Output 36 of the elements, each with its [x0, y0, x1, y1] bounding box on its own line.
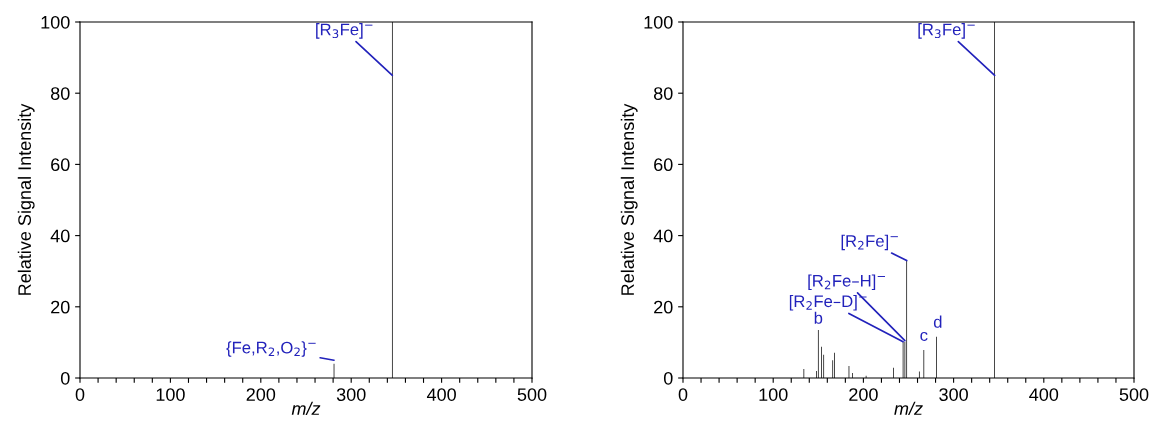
x-axis-title: m/z	[291, 401, 321, 416]
annotation: c	[920, 331, 928, 342]
x-tick-label: 200	[246, 388, 276, 401]
x-tick-label: 400	[426, 388, 456, 401]
y-tick-label: 40	[50, 229, 70, 243]
y-tick-label: 80	[50, 87, 70, 100]
y-tick-label: 100	[41, 15, 70, 29]
y-axis-title: Relative Signal Intensity	[620, 103, 638, 295]
annotation: b	[814, 311, 823, 324]
y-tick-label: 20	[51, 300, 70, 314]
annotation: {Fe,R$_{2}$,O$_{2}$}$^{−}$	[226, 341, 316, 357]
x-tick-label: 400	[1029, 388, 1059, 401]
x-tick-label: 500	[517, 388, 547, 401]
y-axis-title: Relative Signal Intensity	[17, 103, 35, 295]
annotation: d	[933, 315, 942, 328]
y-tick-label: 80	[653, 87, 673, 100]
x-tick-label: 300	[336, 388, 366, 401]
x-tick-label: 300	[939, 388, 968, 401]
x-tick-label: 0	[75, 388, 85, 401]
annotation: [R$_{2}$Fe–H]$^{−}$	[808, 274, 886, 290]
x-tick-label: 0	[678, 388, 688, 401]
annotation: [R$_{2}$Fe]$^{−}$	[841, 234, 898, 251]
y-tick-label: 0	[663, 371, 673, 385]
y-tick-label: 60	[654, 158, 673, 172]
x-axis-title: m/z	[894, 401, 923, 416]
x-tick-label: 100	[759, 388, 788, 401]
x-tick-label: 100	[156, 388, 185, 401]
y-tick-label: 60	[51, 158, 70, 172]
y-tick-label: 100	[644, 15, 673, 29]
y-tick-label: 40	[653, 229, 673, 243]
y-tick-label: 0	[60, 371, 70, 385]
annotation: [R$_{3}$Fe]$^{−}$	[316, 23, 373, 39]
annotation: [R$_{3}$Fe]$^{−}$	[918, 23, 975, 39]
x-tick-label: 500	[1119, 388, 1149, 401]
y-tick-label: 20	[654, 300, 673, 314]
x-tick-label: 200	[849, 388, 878, 401]
